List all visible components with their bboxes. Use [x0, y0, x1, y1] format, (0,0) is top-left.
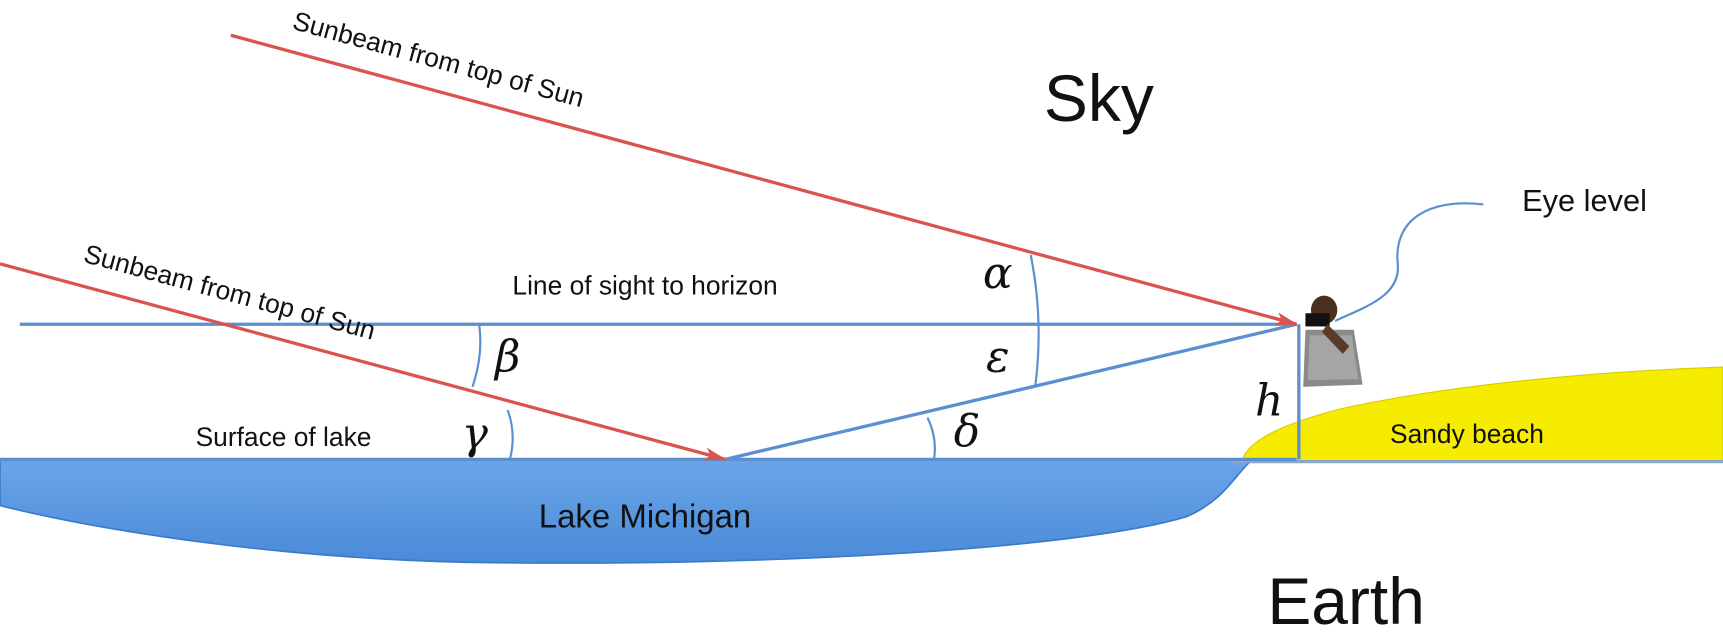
epsilon-label: ε	[986, 331, 1010, 382]
sunbeam-lower-label: Sunbeam from top of Sun	[81, 238, 379, 345]
photographer	[1303, 295, 1363, 387]
sky-label: Sky	[1044, 61, 1154, 135]
arc-beta	[471, 324, 482, 388]
lake	[0, 458, 1256, 564]
sunbeam-upper	[230, 33, 1298, 326]
delta-label: δ	[954, 406, 980, 457]
arc-delta	[926, 417, 936, 460]
line-of-sight-label: Line of sight to horizon	[512, 271, 777, 301]
reflected-ray	[724, 322, 1298, 462]
h-label: h	[1255, 375, 1283, 426]
beach-label: Sandy beach	[1390, 419, 1544, 449]
sunbeam-lower	[0, 262, 727, 461]
arc-alpha-epsilon	[1029, 254, 1040, 388]
sunbeam-upper-label: Sunbeam from top of Sun	[290, 5, 588, 113]
arc-gamma	[506, 409, 514, 460]
surface-label: Surface of lake	[196, 422, 372, 452]
earth-label: Earth	[1267, 564, 1425, 632]
gamma-label: γ	[462, 408, 489, 459]
lake-label: Lake Michigan	[539, 498, 752, 535]
alpha-label: α	[983, 248, 1013, 299]
beach	[1240, 366, 1723, 463]
eye-level-pointer	[1334, 202, 1484, 322]
eye-level-label: Eye level	[1522, 183, 1647, 218]
beta-label: β	[493, 331, 520, 382]
